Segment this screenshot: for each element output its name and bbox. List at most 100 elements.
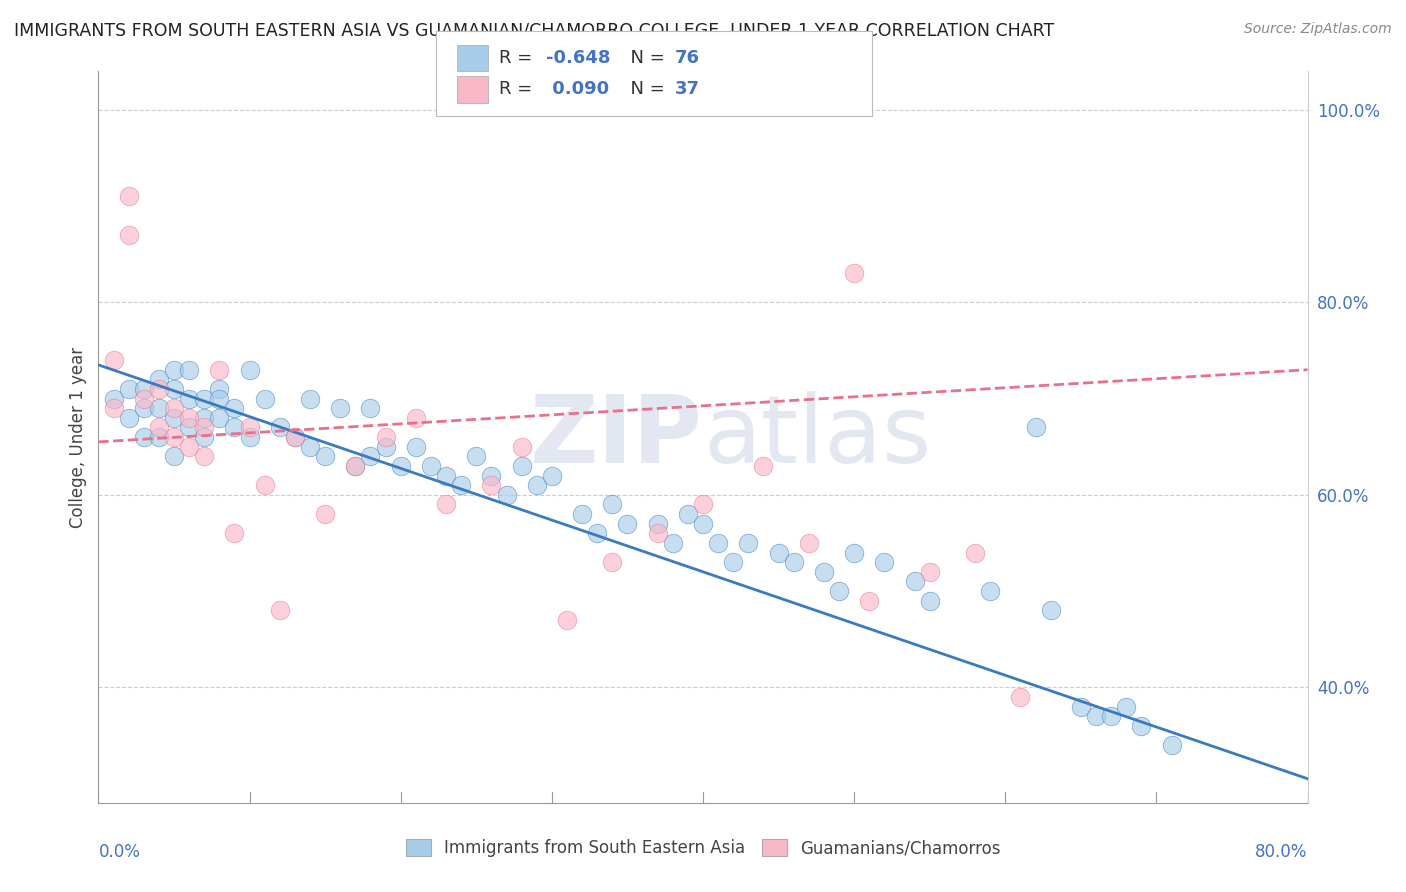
Point bbox=[208, 392, 231, 406]
Text: R =: R = bbox=[499, 49, 538, 67]
Point bbox=[118, 189, 141, 203]
Point bbox=[768, 545, 790, 559]
Point bbox=[344, 458, 367, 473]
Point bbox=[132, 401, 155, 416]
Point bbox=[163, 362, 186, 376]
Text: IMMIGRANTS FROM SOUTH EASTERN ASIA VS GUAMANIAN/CHAMORRO COLLEGE, UNDER 1 YEAR C: IMMIGRANTS FROM SOUTH EASTERN ASIA VS GU… bbox=[14, 22, 1054, 40]
Legend: Immigrants from South Eastern Asia, Guamanians/Chamorros: Immigrants from South Eastern Asia, Guam… bbox=[399, 832, 1007, 864]
Point bbox=[858, 593, 880, 607]
Point bbox=[148, 372, 170, 386]
Point bbox=[193, 450, 215, 464]
Point bbox=[752, 458, 775, 473]
Point bbox=[979, 584, 1001, 599]
Point bbox=[918, 565, 941, 579]
Point bbox=[148, 430, 170, 444]
Point bbox=[148, 382, 170, 396]
Point bbox=[465, 450, 488, 464]
Point bbox=[103, 353, 125, 368]
Point bbox=[965, 545, 987, 559]
Point bbox=[1160, 738, 1182, 752]
Point bbox=[526, 478, 548, 492]
Point bbox=[1070, 699, 1092, 714]
Point bbox=[299, 440, 322, 454]
Point bbox=[163, 410, 186, 425]
Text: N =: N = bbox=[619, 80, 671, 98]
Point bbox=[783, 555, 806, 569]
Point bbox=[179, 420, 201, 434]
Point bbox=[405, 410, 427, 425]
Point bbox=[118, 227, 141, 242]
Point bbox=[737, 536, 759, 550]
Point bbox=[707, 536, 730, 550]
Point bbox=[450, 478, 472, 492]
Point bbox=[918, 593, 941, 607]
Point bbox=[103, 401, 125, 416]
Text: N =: N = bbox=[619, 49, 671, 67]
Point bbox=[1039, 603, 1062, 617]
Point bbox=[374, 430, 396, 444]
Text: 37: 37 bbox=[675, 80, 700, 98]
Point bbox=[723, 555, 745, 569]
Point bbox=[314, 507, 336, 521]
Point bbox=[148, 401, 170, 416]
Point bbox=[405, 440, 427, 454]
Point bbox=[193, 392, 215, 406]
Point bbox=[481, 468, 503, 483]
Point bbox=[555, 613, 578, 627]
Point bbox=[495, 488, 517, 502]
Point bbox=[163, 450, 186, 464]
Text: 76: 76 bbox=[675, 49, 700, 67]
Point bbox=[208, 410, 231, 425]
Point bbox=[602, 498, 624, 512]
Point bbox=[179, 440, 201, 454]
Text: atlas: atlas bbox=[703, 391, 931, 483]
Point bbox=[208, 362, 231, 376]
Point bbox=[224, 526, 246, 541]
Point bbox=[1130, 719, 1153, 733]
Point bbox=[344, 458, 367, 473]
Point bbox=[434, 498, 457, 512]
Point bbox=[132, 430, 155, 444]
Point bbox=[132, 382, 155, 396]
Point bbox=[1085, 709, 1108, 723]
Point bbox=[828, 584, 851, 599]
Point bbox=[1024, 420, 1046, 434]
Point bbox=[163, 382, 186, 396]
Point bbox=[329, 401, 352, 416]
Point bbox=[481, 478, 503, 492]
Point bbox=[253, 392, 276, 406]
Point bbox=[661, 536, 683, 550]
Point bbox=[148, 420, 170, 434]
Point bbox=[103, 392, 125, 406]
Point bbox=[224, 420, 246, 434]
Text: 0.090: 0.090 bbox=[546, 80, 609, 98]
Point bbox=[540, 468, 562, 483]
Point bbox=[163, 430, 186, 444]
Point bbox=[420, 458, 443, 473]
Point bbox=[797, 536, 820, 550]
Point bbox=[676, 507, 699, 521]
Point bbox=[253, 478, 276, 492]
Text: ZIP: ZIP bbox=[530, 391, 703, 483]
Point bbox=[616, 516, 638, 531]
Point bbox=[118, 410, 141, 425]
Point bbox=[510, 458, 533, 473]
Text: Source: ZipAtlas.com: Source: ZipAtlas.com bbox=[1244, 22, 1392, 37]
Point bbox=[586, 526, 609, 541]
Point bbox=[239, 420, 262, 434]
Point bbox=[132, 392, 155, 406]
Point bbox=[1099, 709, 1122, 723]
Text: R =: R = bbox=[499, 80, 538, 98]
Text: -0.648: -0.648 bbox=[546, 49, 610, 67]
Point bbox=[647, 526, 669, 541]
Point bbox=[269, 420, 291, 434]
Point bbox=[510, 440, 533, 454]
Point bbox=[284, 430, 307, 444]
Point bbox=[239, 362, 262, 376]
Point bbox=[179, 362, 201, 376]
Point bbox=[1115, 699, 1137, 714]
Point bbox=[179, 392, 201, 406]
Point bbox=[844, 545, 866, 559]
Point bbox=[193, 420, 215, 434]
Point bbox=[193, 430, 215, 444]
